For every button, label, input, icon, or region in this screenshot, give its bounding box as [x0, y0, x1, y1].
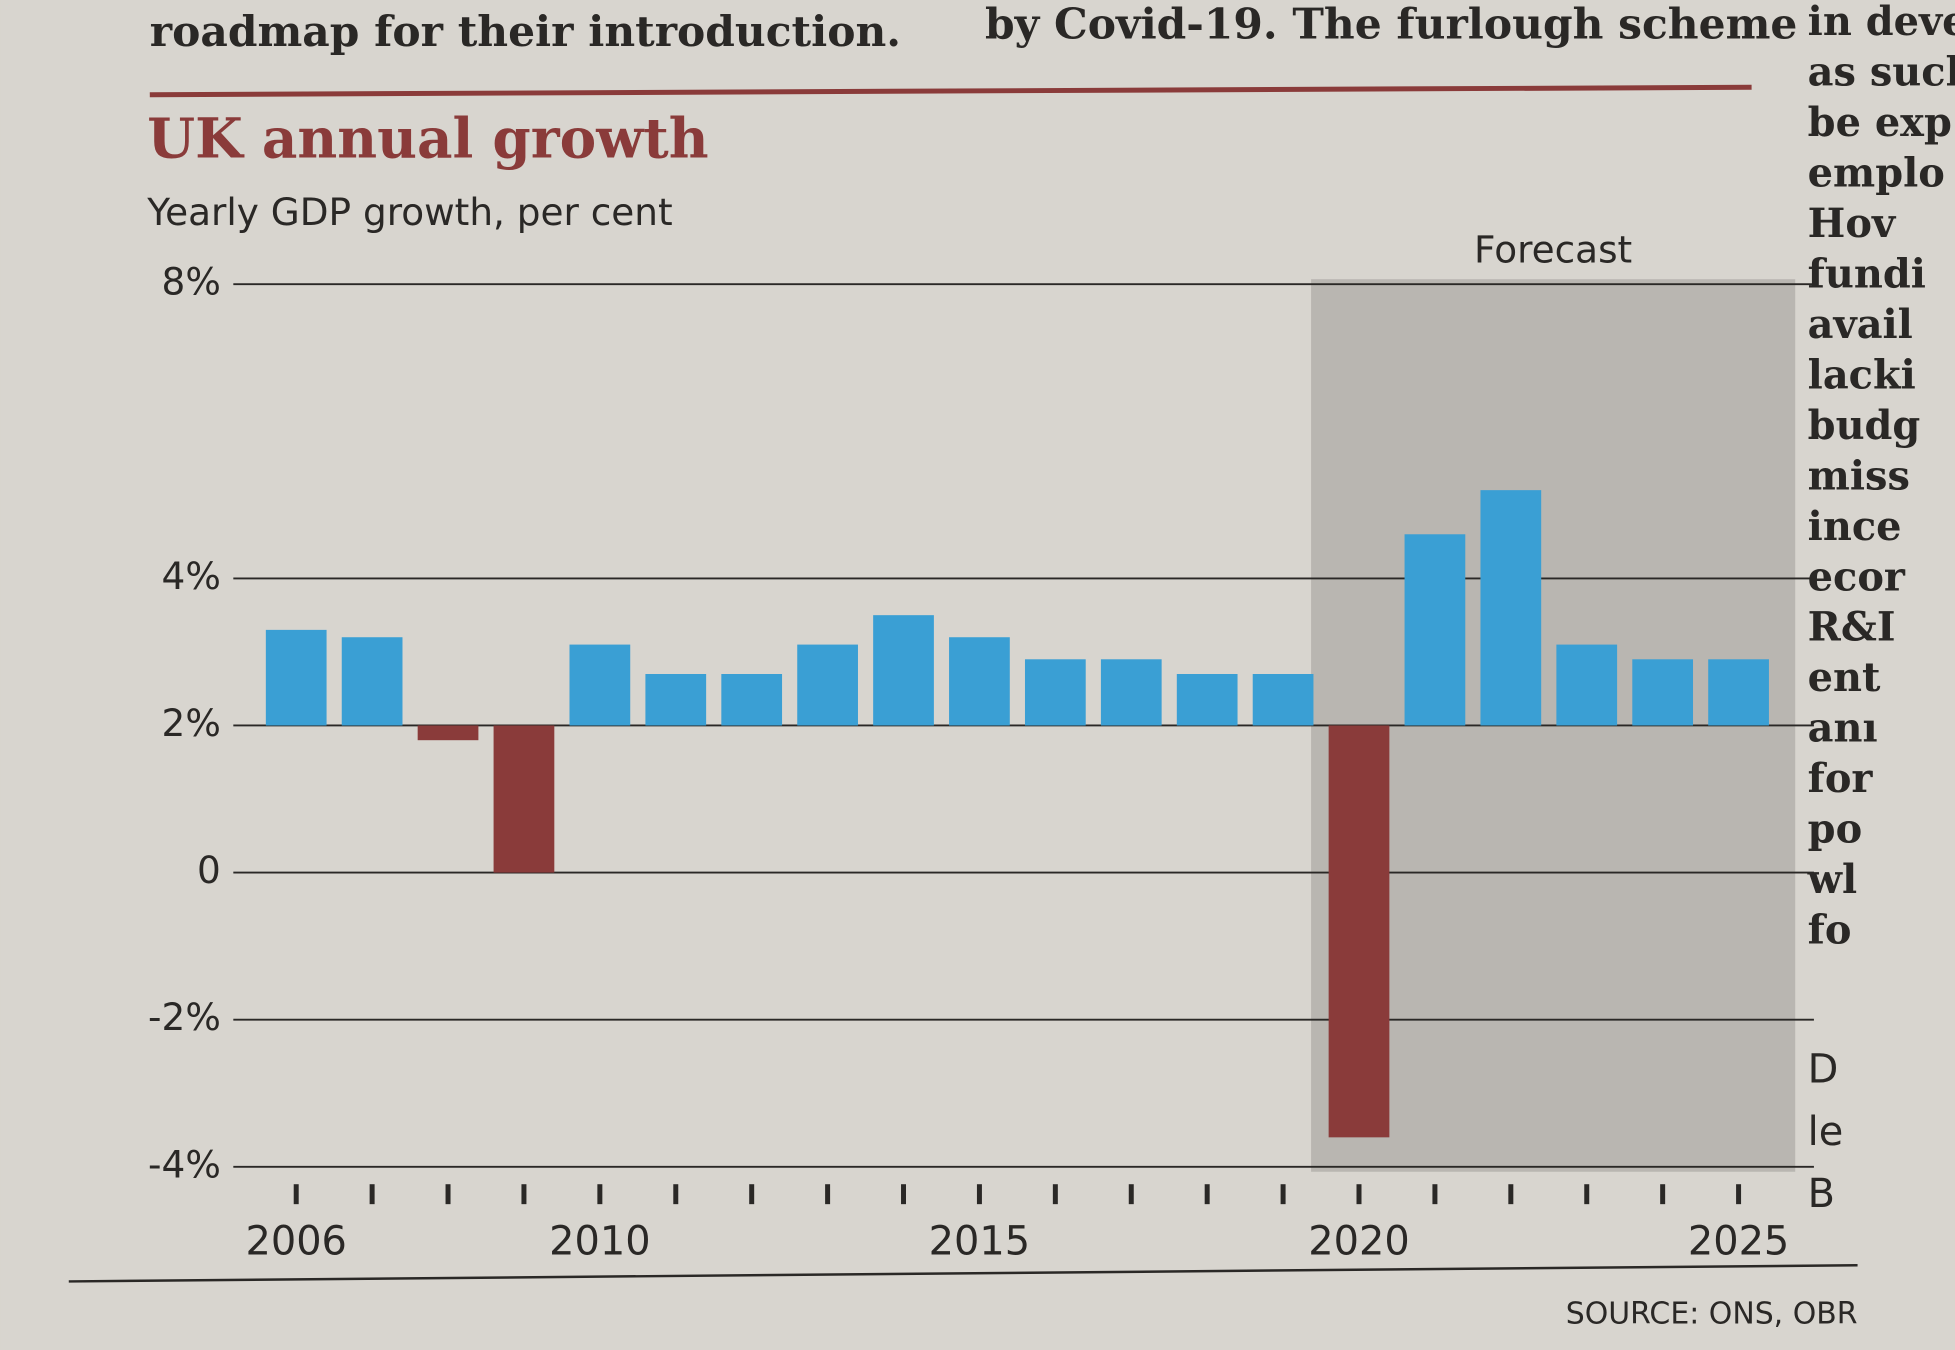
bar — [1556, 644, 1618, 726]
y-tick-label: 2% — [162, 701, 221, 745]
article-text: be exp — [1808, 100, 1952, 146]
bar — [1100, 659, 1162, 726]
article-text: budg — [1808, 403, 1921, 449]
article-text: ince — [1808, 504, 1902, 550]
article-text: wl — [1807, 857, 1857, 903]
article-text: by Covid-19. The furlough scheme — [985, 0, 1797, 48]
bar — [797, 644, 858, 726]
y-tick-label: 4% — [162, 554, 221, 598]
bar — [1024, 659, 1086, 726]
chart-title: UK annual growth — [147, 106, 708, 170]
article-text: anı — [1808, 706, 1878, 752]
bar — [949, 637, 1010, 726]
article-text: avail — [1808, 302, 1913, 348]
article-text: po — [1808, 807, 1862, 853]
article-text: lacki — [1808, 352, 1916, 398]
y-tick-label: 0 — [197, 848, 221, 892]
article-text: for — [1808, 756, 1874, 802]
x-tick-label: 2006 — [245, 1219, 346, 1265]
bar — [493, 725, 555, 873]
bar — [1176, 674, 1238, 726]
article-text: ent — [1808, 655, 1881, 701]
bar — [1328, 725, 1390, 1138]
x-tick-label: 2015 — [929, 1219, 1030, 1265]
title-rule — [149, 84, 1752, 98]
article-text: miss — [1808, 453, 1910, 499]
bar — [1708, 659, 1769, 726]
x-tick-label: 2020 — [1308, 1219, 1409, 1265]
article-text: le — [1808, 1109, 1844, 1155]
article-text: ecor — [1808, 554, 1906, 600]
bar — [265, 629, 327, 726]
article-text: emplo — [1808, 150, 1945, 196]
article-text: Hov — [1808, 201, 1897, 247]
bar — [1404, 534, 1466, 726]
bar — [873, 615, 934, 726]
y-tick-label: -2% — [148, 995, 221, 1039]
forecast-label: Forecast — [1474, 227, 1632, 271]
article-text: D — [1808, 1047, 1839, 1093]
article-text: roadmap for their introduction. — [150, 6, 901, 56]
chart-subtitle: Yearly GDP growth, per cent — [146, 190, 672, 234]
x-tick-label: 2025 — [1688, 1219, 1789, 1265]
article-text: fundi — [1808, 251, 1926, 297]
bar — [417, 725, 479, 741]
bar — [341, 637, 403, 726]
article-text: R&I — [1808, 605, 1896, 651]
article-text: as such — [1808, 49, 1955, 95]
article-text: fo — [1808, 908, 1852, 954]
bar — [1632, 659, 1694, 726]
bar — [721, 674, 783, 726]
article-text: B — [1808, 1171, 1835, 1217]
bar — [1252, 674, 1314, 726]
bar — [645, 674, 707, 726]
bar — [569, 644, 631, 726]
article-text: in deve — [1808, 0, 1955, 45]
source: SOURCE: ONS, OBR — [1566, 1297, 1858, 1332]
y-tick-label: 8% — [162, 260, 221, 304]
y-tick-label: -4% — [148, 1142, 221, 1186]
x-tick-label: 2010 — [549, 1219, 650, 1265]
bottom-rule — [68, 1263, 1858, 1283]
bar — [1480, 490, 1542, 726]
